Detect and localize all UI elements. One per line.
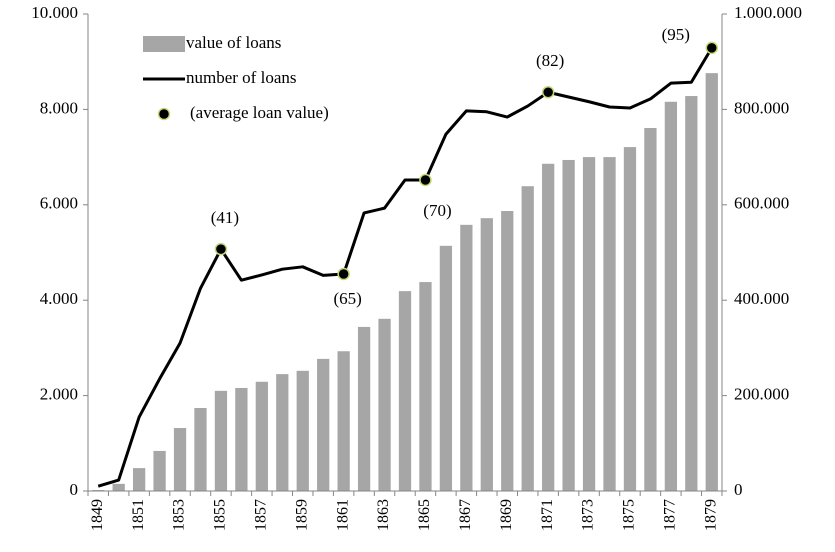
bar (357, 326, 371, 491)
y-tick-label: 4.000 (40, 289, 78, 308)
y-tick-label: 6.000 (40, 194, 78, 213)
marker (337, 267, 350, 281)
bar (582, 157, 596, 491)
bar (317, 358, 330, 491)
x-tick-label: 1861 (334, 499, 351, 531)
data-label: (65) (333, 289, 361, 308)
legend-swatch (143, 36, 185, 52)
y2-tick-label: 400.000 (734, 289, 789, 308)
bar (235, 387, 248, 491)
data-label: (41) (211, 208, 239, 227)
bar (214, 390, 228, 491)
x-tick-label: 1859 (293, 499, 310, 531)
x-tick-label: 1873 (580, 499, 597, 531)
bar (480, 218, 493, 491)
bar (664, 101, 678, 491)
legend-label: value of loans (186, 33, 281, 52)
legend-label: number of loans (186, 68, 296, 87)
line (97, 47, 714, 488)
y2-tick-label: 600.000 (734, 194, 789, 213)
marker (214, 242, 228, 256)
legend-label: (average loan value) (190, 103, 329, 122)
bar (501, 211, 514, 491)
bar (439, 245, 453, 491)
bar (419, 282, 432, 491)
bar (542, 163, 555, 491)
y-tick-label: 8.000 (40, 98, 78, 117)
marker (419, 173, 432, 187)
bar (378, 318, 391, 491)
bar (460, 224, 473, 492)
y2-tick-label: 200.000 (734, 385, 789, 404)
bar (705, 73, 718, 491)
x-tick-label: 1879 (702, 499, 719, 531)
bar (296, 370, 309, 491)
bar (337, 351, 350, 491)
y-tick-label: 2.000 (40, 385, 78, 404)
x-tick-label: 1875 (621, 499, 638, 531)
marker (541, 85, 555, 99)
marker (705, 41, 719, 55)
bar (562, 159, 575, 491)
bar (132, 468, 146, 491)
bar (685, 96, 698, 491)
y-tick-label: 10.000 (31, 3, 78, 22)
bar (603, 157, 616, 491)
bar (398, 291, 412, 491)
x-tick-label: 1869 (498, 499, 515, 531)
x-tick-label: 1871 (539, 499, 556, 531)
x-tick-label: 1867 (457, 499, 474, 531)
bar (255, 381, 268, 491)
bar (112, 483, 125, 491)
bar (173, 428, 187, 491)
bar (153, 450, 166, 491)
x-tick-label: 1853 (171, 499, 188, 531)
y-tick-label: 0 (70, 480, 79, 499)
x-tick-label: 1863 (375, 499, 392, 531)
y2-tick-label: 800.000 (734, 98, 789, 117)
x-tick-label: 1877 (662, 499, 679, 531)
y2-tick-label: 0 (734, 480, 743, 499)
data-label: (95) (662, 25, 690, 44)
bar (521, 186, 534, 491)
x-tick-label: 1849 (89, 499, 106, 531)
x-tick-label: 1857 (253, 499, 270, 531)
y2-tick-label: 1.000.000 (734, 3, 802, 22)
x-tick-label: 1855 (212, 499, 229, 531)
data-label: (70) (423, 201, 451, 220)
x-tick-label: 1851 (130, 499, 147, 531)
bar (276, 374, 289, 491)
legend-swatch (157, 107, 171, 121)
bar (623, 147, 637, 491)
data-label: (82) (536, 51, 564, 70)
bar (644, 128, 657, 492)
x-tick-label: 1865 (416, 499, 433, 531)
bar (194, 408, 207, 491)
